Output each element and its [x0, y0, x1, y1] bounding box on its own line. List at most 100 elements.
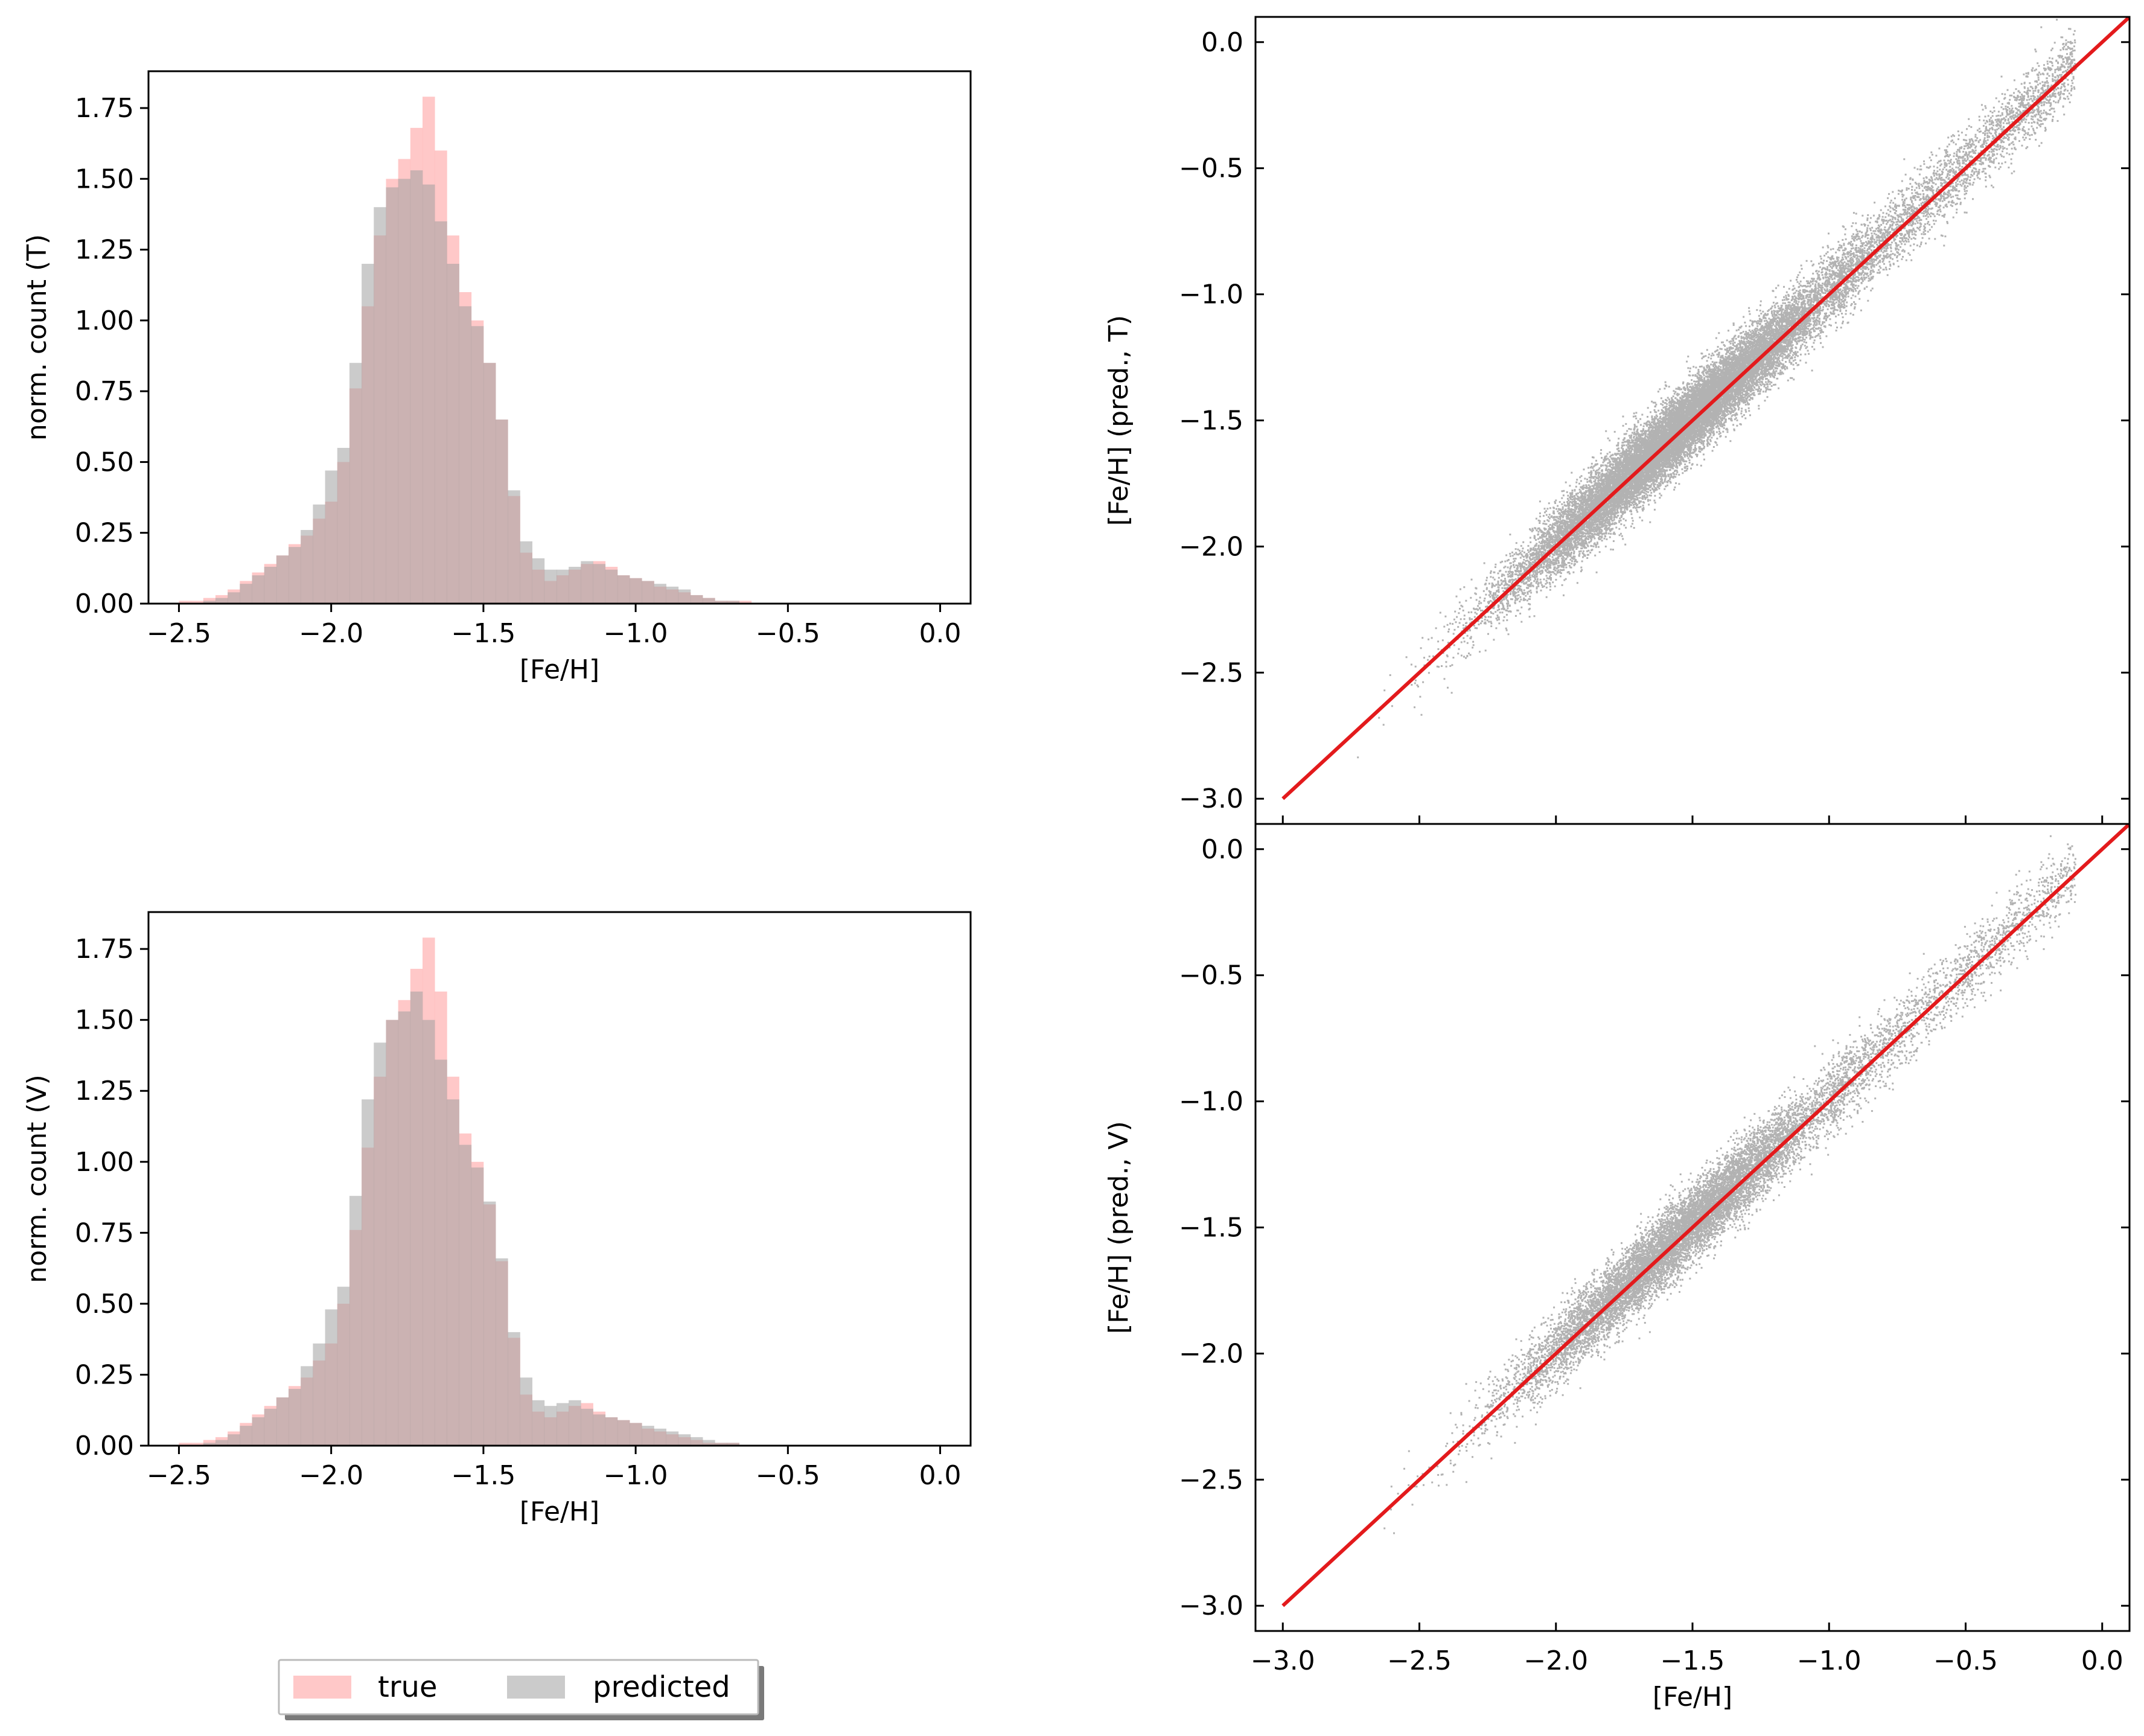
bar-predicted-11 [313, 504, 325, 604]
hist_V-frame [147, 911, 972, 1447]
x-axis-label: [Fe/H] [520, 654, 599, 685]
bar-predicted-21 [435, 221, 447, 604]
bar-predicted-45 [727, 601, 740, 604]
bar-predicted-22 [447, 264, 459, 604]
y-tick-label: 1.75 [75, 934, 134, 965]
bar-predicted-5 [240, 1426, 252, 1446]
x-tick-label: −1.5 [1661, 1645, 1725, 1676]
bar-predicted-8 [276, 555, 289, 604]
bar-predicted-44 [715, 601, 727, 604]
bar-predicted-24 [471, 326, 484, 604]
bar-predicted-13 [337, 1286, 350, 1446]
bar-predicted-28 [520, 541, 532, 604]
y-tick-label: 0.50 [75, 1289, 134, 1320]
bar-true-1 [191, 601, 204, 604]
x-tick-label: −2.0 [299, 618, 363, 649]
y-axis-label: [Fe/H] (pred., V) [1103, 1121, 1134, 1334]
y-tick-label: −3.0 [1179, 783, 1243, 814]
series-predicted [203, 170, 740, 604]
histogram-panel-v: −2.5 −2.0 −1.5 −1.0 −0.5 0.0 0.00 0.25 0.50 0.75 1… [22, 911, 972, 1527]
bar-true-2 [203, 598, 216, 604]
x-tick-label: −0.5 [1933, 1645, 1998, 1676]
y-tick-label: 0.75 [75, 1217, 134, 1248]
bar-predicted-21 [435, 1059, 447, 1446]
y-tick-label: 0.25 [75, 1359, 134, 1390]
scatter_T-plot-area [1281, 17, 2130, 800]
bar-predicted-17 [386, 187, 399, 604]
bar-predicted-39 [654, 1428, 666, 1446]
bar-predicted-36 [617, 1420, 630, 1446]
x-tick-label: −0.5 [756, 1460, 820, 1491]
y-tick-label: −1.5 [1179, 406, 1243, 436]
bar-predicted-27 [508, 490, 520, 604]
y-tick-label: 0.0 [1201, 834, 1243, 865]
y-tick-label: 1.00 [75, 1147, 134, 1178]
bar-predicted-15 [362, 1099, 374, 1446]
bar-predicted-44 [715, 1443, 727, 1446]
bar-predicted-11 [313, 1343, 325, 1446]
x-tick-label: −3.0 [1251, 1645, 1315, 1676]
bar-predicted-13 [337, 447, 350, 604]
x-tick-label: −1.0 [604, 1460, 668, 1491]
bar-predicted-9 [289, 547, 301, 604]
y-tick-label: 1.25 [75, 1076, 134, 1106]
bar-predicted-28 [520, 1377, 532, 1446]
y-tick-label: −1.0 [1179, 279, 1243, 310]
y-tick-label: 0.50 [75, 447, 134, 477]
y-tick-label: −2.0 [1179, 531, 1243, 562]
bar-predicted-25 [483, 363, 496, 604]
bar-predicted-32 [569, 567, 581, 604]
bar-predicted-35 [605, 569, 618, 604]
bar-predicted-29 [532, 1400, 545, 1446]
bar-predicted-15 [362, 264, 374, 604]
y-tick-label: 1.25 [75, 235, 134, 266]
bar-predicted-6 [252, 1417, 265, 1446]
legend-label-predicted: predicted [593, 1670, 730, 1704]
bar-predicted-22 [447, 1099, 459, 1446]
bar-predicted-37 [630, 578, 642, 604]
bar-predicted-17 [386, 1020, 399, 1446]
bar-predicted-2 [203, 1443, 216, 1446]
bar-predicted-6 [252, 575, 265, 604]
bar-predicted-45 [727, 1443, 740, 1446]
bar-predicted-27 [508, 1332, 520, 1446]
bar-predicted-20 [423, 1020, 435, 1446]
bar-predicted-5 [240, 584, 252, 604]
bar-predicted-37 [630, 1423, 642, 1446]
bar-predicted-31 [556, 569, 569, 604]
y-tick-label: 1.50 [75, 1005, 134, 1036]
bar-predicted-10 [301, 530, 313, 604]
legend: true predicted [278, 1659, 764, 1720]
bar-true-1 [191, 1443, 204, 1446]
bar-predicted-34 [593, 564, 606, 604]
bar-predicted-43 [703, 1440, 715, 1446]
bar-predicted-34 [593, 1414, 606, 1446]
legend-swatch-true [293, 1676, 351, 1699]
y-tick-label: −0.5 [1179, 960, 1243, 991]
y-axis-label: norm. count (T) [22, 234, 53, 441]
bar-predicted-24 [471, 1167, 484, 1446]
bar-predicted-9 [289, 1388, 301, 1446]
bar-predicted-38 [642, 1426, 654, 1446]
x-tick-label: −2.0 [299, 1460, 363, 1491]
x-tick-label: −1.5 [451, 1460, 515, 1491]
bar-predicted-7 [264, 1408, 277, 1446]
bar-predicted-14 [349, 1196, 362, 1446]
x-tick-label: −1.0 [604, 618, 668, 649]
one-to-one-line [1281, 17, 2130, 800]
x-axis-label: [Fe/H] [520, 1496, 599, 1527]
bar-predicted-33 [581, 561, 593, 604]
bar-predicted-30 [544, 1406, 557, 1446]
legend-swatch-predicted [507, 1676, 565, 1699]
y-tick-label: 1.75 [75, 93, 134, 124]
bar-predicted-38 [642, 581, 654, 604]
bar-predicted-14 [349, 363, 362, 604]
scatter-panel-v: −3.0 −2.5 −2.0 −1.5 −1.0 −0.5 0.0 −3.0 −2.5 −2.0 −… [1103, 823, 2131, 1712]
y-tick-label: 1.50 [75, 164, 134, 194]
legend-label-true: true [378, 1670, 438, 1704]
bar-predicted-40 [666, 586, 679, 604]
bar-predicted-35 [605, 1417, 618, 1446]
y-tick-label: 0.0 [1201, 27, 1243, 58]
bar-predicted-4 [228, 592, 240, 604]
